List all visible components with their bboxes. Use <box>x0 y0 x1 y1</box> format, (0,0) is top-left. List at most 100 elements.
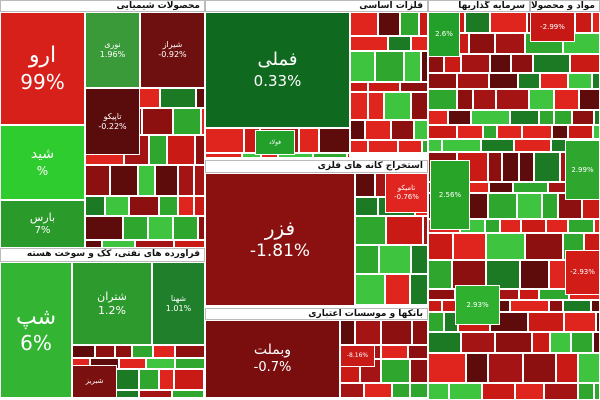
tile <box>519 289 539 300</box>
tile <box>523 353 556 383</box>
sector-title: محصولات شیمیایی <box>0 0 205 12</box>
tile <box>355 216 386 245</box>
tile <box>385 274 410 305</box>
tile <box>485 219 500 233</box>
tile <box>519 152 534 182</box>
tile <box>546 219 568 233</box>
stock-tile: شپ 6% <box>0 262 72 398</box>
tile <box>570 54 600 73</box>
price-change: 6% <box>20 331 52 356</box>
price-change: -0.7% <box>253 359 292 375</box>
tile <box>510 110 539 125</box>
tile <box>461 54 490 73</box>
tile <box>299 128 319 153</box>
tile <box>529 89 554 110</box>
tile <box>592 12 600 33</box>
tile <box>392 383 410 398</box>
tile <box>482 383 515 400</box>
tile <box>513 182 548 193</box>
tile <box>452 260 486 289</box>
stock-symbol: فملی <box>257 49 298 71</box>
stock-tile: شید% <box>0 125 85 200</box>
tile <box>518 73 540 89</box>
tile <box>105 196 129 216</box>
tile <box>564 312 596 332</box>
tile <box>533 54 570 73</box>
tile <box>525 233 563 260</box>
tile <box>486 260 520 289</box>
tile <box>175 345 205 358</box>
tile <box>568 73 592 89</box>
tile <box>572 110 594 125</box>
sector-title: فراورده های نفتی، کک و سوخت هسته <box>0 248 205 262</box>
tile <box>159 369 174 390</box>
stock-tile: تاپیکو -0.22% <box>85 88 140 155</box>
tile <box>201 108 205 135</box>
tile <box>350 12 378 36</box>
tile <box>398 140 422 153</box>
tile <box>388 36 411 51</box>
tile <box>575 12 592 33</box>
tile <box>568 219 594 233</box>
tile <box>578 353 600 383</box>
stock-tile: -8.16% <box>340 345 375 367</box>
tile <box>410 274 428 305</box>
tile <box>350 92 368 120</box>
tile <box>457 73 489 89</box>
tile <box>496 89 529 110</box>
tile <box>469 33 495 54</box>
stock-tile: وبملت -0.7% <box>205 320 340 398</box>
tile <box>534 152 560 182</box>
tile <box>486 233 525 260</box>
tile <box>85 165 110 196</box>
tile <box>428 110 448 125</box>
stock-symbol: فولاد <box>268 138 282 146</box>
tile <box>172 390 204 398</box>
tile <box>135 240 174 248</box>
price-change: 2.99% <box>571 165 594 174</box>
tile <box>242 153 261 158</box>
stock-tile: شبریز <box>72 365 117 398</box>
tile <box>428 233 453 260</box>
tile <box>578 383 594 400</box>
stock-tile: فولاد <box>255 130 295 155</box>
tile <box>421 51 428 82</box>
tile <box>379 245 411 274</box>
tile <box>132 345 153 358</box>
tile <box>428 260 452 289</box>
price-change: -2.93% <box>570 268 595 277</box>
tile <box>313 153 347 158</box>
tile <box>355 320 381 345</box>
tile <box>95 345 115 358</box>
tile <box>148 216 173 240</box>
stock-tile: -2.93% <box>565 250 600 295</box>
tile <box>490 12 527 33</box>
tile <box>521 219 546 233</box>
tile <box>549 300 563 312</box>
tile <box>205 153 242 158</box>
tile <box>428 353 466 383</box>
stock-tile: 2.93% <box>455 285 500 325</box>
tile <box>368 82 400 92</box>
price-change: 1.96% <box>99 50 126 59</box>
tile <box>350 153 383 155</box>
tile <box>129 196 159 216</box>
stock-symbol: شیراز <box>162 40 183 49</box>
tile <box>423 216 428 245</box>
tile <box>194 165 205 196</box>
price-change: % <box>36 163 49 178</box>
tile <box>404 51 421 82</box>
tile <box>340 320 355 345</box>
tile <box>411 92 428 120</box>
tile <box>278 153 313 158</box>
stock-tile: شتران 1.2% <box>72 262 152 345</box>
tile <box>178 165 194 196</box>
tile <box>381 359 410 383</box>
tile <box>550 332 571 353</box>
sector-title: بانکها و موسسات اعتباری <box>205 308 428 320</box>
sector-title: استخراج کانه های فلزی <box>205 160 428 173</box>
price-change: -8.16% <box>346 352 369 360</box>
tile <box>350 36 388 51</box>
tile <box>495 332 532 353</box>
tile <box>149 135 167 165</box>
